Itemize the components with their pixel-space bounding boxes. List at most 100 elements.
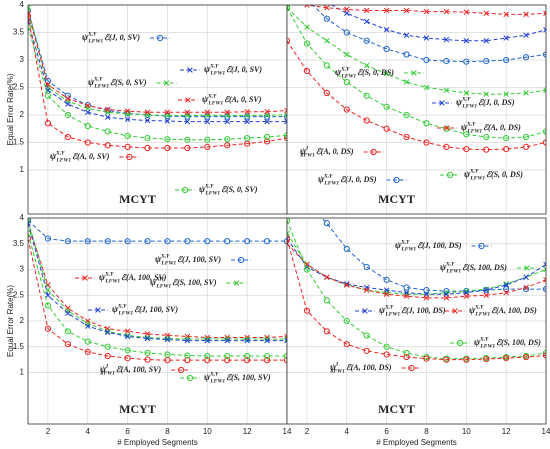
marker: [224, 357, 231, 364]
marker: [284, 118, 287, 125]
marker: [204, 118, 211, 125]
legend-entry: ψX,Y LFW1ℰ(A, 100, DS): [445, 305, 537, 318]
marker: [523, 90, 529, 96]
marker: [284, 337, 287, 344]
marker: [363, 92, 370, 99]
marker: [363, 7, 370, 14]
marker: [28, 230, 32, 237]
marker: [164, 351, 171, 358]
marker: [104, 329, 111, 336]
legend-sub: LFW1: [323, 181, 339, 187]
legend-symbol: ψ: [202, 94, 209, 104]
marker: [522, 143, 530, 150]
marker: [503, 285, 510, 293]
marker: [343, 78, 350, 86]
marker: [522, 133, 530, 141]
marker: [343, 106, 350, 113]
marker: [104, 128, 111, 135]
marker: [233, 280, 240, 286]
x-tick-label: 14: [542, 427, 550, 436]
legend-label: ψX,Y LFW1ℰ(A, 100, SV): [99, 272, 167, 285]
y-tick-label: 2: [20, 110, 25, 119]
legend-label: ψX,Y LFW1ℰ(J, 0, DS): [318, 174, 377, 187]
legend-name: ℰ(J, 100, DS): [417, 241, 462, 250]
legend-entry: ψX,Y LFW1ℰ(S, 0, SV): [88, 77, 177, 90]
y-tick-label: 2.5: [13, 83, 25, 92]
legend-entry: ψX,Y LFW1ℰ(S, 0, SV): [175, 184, 258, 197]
x-tick-label: 12: [502, 427, 511, 436]
marker: [423, 139, 430, 146]
series-line: [28, 220, 287, 242]
marker: [303, 67, 311, 75]
marker: [304, 0, 309, 2]
marker: [244, 118, 250, 125]
legend-sub: LFW1: [469, 176, 485, 182]
y-tick-label: 2: [20, 316, 25, 325]
marker: [344, 51, 350, 58]
legend-entry: ψX,Y LFW1ℰ(J, 100, DS): [355, 305, 446, 318]
y-tick-label: 1.5: [13, 138, 25, 147]
marker: [28, 7, 32, 14]
marker: [224, 109, 230, 116]
marker: [443, 143, 450, 150]
legend-entry: ψX,Y LFW1ℰ(J, 0, SV): [180, 64, 262, 77]
marker: [264, 108, 270, 115]
legend-sub: LFW1: [204, 191, 220, 197]
marker: [184, 136, 191, 143]
marker: [244, 135, 251, 142]
marker: [542, 349, 546, 357]
marker: [84, 122, 91, 130]
marker: [523, 32, 529, 39]
legend-name: ℰ(J, 100, DS): [401, 306, 446, 315]
series-line: [287, 7, 546, 139]
marker: [164, 144, 171, 152]
marker: [423, 8, 430, 15]
legend-name: ℰ(J, 100, SV): [177, 255, 221, 264]
marker: [443, 356, 450, 363]
marker: [104, 114, 111, 120]
marker: [363, 263, 370, 271]
legend-symbol: ψ: [395, 240, 402, 250]
legend-entry: ψX,Y LFW1ℰ(S, 100, DS): [450, 337, 541, 350]
marker: [84, 338, 91, 345]
legend-sup: X,Y: [340, 67, 350, 73]
legend-entry: ψX,Y LFW1ℰ(S, 100, SV): [180, 372, 271, 385]
legend-sub: LFW1: [87, 39, 103, 45]
legend-sub: LFW1: [209, 71, 225, 77]
marker: [124, 333, 131, 340]
marker: [503, 11, 509, 18]
marker: [483, 133, 490, 141]
marker: [65, 101, 71, 107]
legend-sub: LFW1: [466, 129, 482, 135]
marker: [287, 235, 291, 242]
marker: [144, 356, 151, 363]
legend-sup: X,Y: [104, 272, 114, 278]
y-tick-label: 3: [20, 55, 25, 64]
legend-label: ψI LFW1ℰ(A, 0, DS): [299, 146, 354, 159]
marker: [423, 56, 430, 64]
legend-name: ℰ(S, 0, DS): [486, 170, 523, 179]
marker: [204, 143, 211, 150]
series-line: [28, 222, 287, 338]
marker: [403, 349, 410, 357]
marker: [204, 337, 211, 344]
marker: [503, 289, 509, 296]
legend-sup: X,Y: [461, 97, 471, 103]
legend-label: ψI LFW1ℰ(A, 100, DS): [329, 362, 392, 375]
legend-sup: X,Y: [117, 304, 127, 310]
x-tick-label: 10: [203, 427, 212, 436]
x-tick-label: 14: [283, 427, 292, 436]
legend-name: ℰ(S, 100, SV): [172, 278, 217, 287]
marker: [423, 287, 430, 294]
legend-sub: LFW1: [461, 104, 477, 110]
marker: [184, 118, 191, 125]
series-line: [287, 220, 546, 360]
marker: [263, 238, 271, 245]
marker: [403, 111, 410, 119]
legend-entry: ψX,Y LFW1ℰ(S, 100, DS): [440, 262, 537, 275]
marker: [95, 307, 101, 313]
marker: [184, 337, 191, 344]
marker: [343, 317, 350, 325]
marker: [124, 108, 131, 114]
marker: [324, 274, 330, 280]
